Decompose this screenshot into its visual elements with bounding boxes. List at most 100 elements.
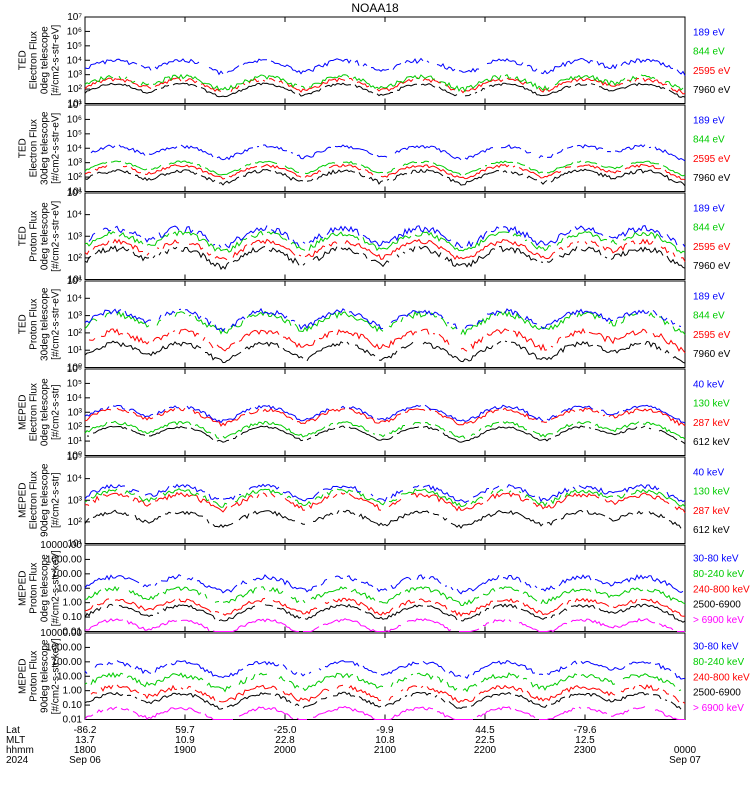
y-tick-label: 10⁵ <box>67 129 82 140</box>
series-line <box>85 692 685 709</box>
legend-entry: 844 eV <box>693 223 725 234</box>
y-tick-label: 10⁵ <box>67 452 82 463</box>
legend-entry: 7960 eV <box>693 349 731 360</box>
series-line <box>86 425 686 445</box>
y-tick-label: 10¹ <box>68 99 83 110</box>
legend-entry: 2500-6900 <box>693 688 741 699</box>
y-tick-label: 10² <box>68 172 83 183</box>
footer-cell: 10.8 <box>375 735 395 746</box>
legend-entry: 612 keV <box>693 525 730 536</box>
y-tick-label: 10¹ <box>68 187 83 198</box>
y-tick-label: 10000.00 <box>40 628 82 639</box>
series-line <box>84 238 686 262</box>
series-line <box>88 225 686 249</box>
y-axis-title-line: Electron Flux <box>29 383 40 441</box>
y-tick-label: 10000.00 <box>40 540 82 551</box>
footer-cell: 10.9 <box>175 735 195 746</box>
y-tick-label: 10⁵ <box>67 276 82 287</box>
series-line <box>84 73 684 93</box>
y-axis-title-line: 0deg telescope <box>40 26 51 94</box>
legend-entry: 844 eV <box>693 47 725 58</box>
y-tick-label: 10³ <box>68 407 83 418</box>
footer-cell: -25.0 <box>274 725 297 736</box>
y-axis-title-line: Electron Flux <box>29 119 40 177</box>
y-tick-label: 10⁵ <box>67 188 82 199</box>
legend-entry: 2595 eV <box>693 242 731 253</box>
footer-cell: 2100 <box>374 745 397 756</box>
y-tick-label: 10⁵ <box>67 378 82 389</box>
y-tick-label: 10⁷ <box>67 100 82 111</box>
y-tick-label: 10⁰ <box>67 363 82 374</box>
chart-title: NOAA18 <box>351 1 399 15</box>
footer-cell: -9.9 <box>376 725 394 736</box>
legend-entry: 287 keV <box>693 418 730 429</box>
y-tick-label: 10² <box>68 84 83 95</box>
y-axis-title-line: 0deg telescope <box>40 202 51 270</box>
y-tick-label: 10¹ <box>68 275 83 286</box>
y-tick-label: 10⁴ <box>67 474 82 485</box>
y-tick-label: 0.01 <box>63 627 83 638</box>
y-tick-label: 10² <box>68 422 83 433</box>
y-axis-title-line: [#/cm2-s-str-keV] <box>51 550 62 626</box>
footer-cell: 0000 <box>674 745 697 756</box>
footer-cell: 1900 <box>174 745 197 756</box>
footer-cell: 2200 <box>474 745 497 756</box>
legend-entry: 40 keV <box>693 468 724 479</box>
legend-entry: > 6900 keV <box>693 615 744 626</box>
panel-3: 10¹ 10² 10³ 10⁴ 10⁵ TEDProton Flux0deg telesc… <box>18 188 731 286</box>
panel-1: 10¹ 10² 10³ 10⁴ 10⁵ 10⁶ 10⁷ TEDElectron Flux0de… <box>18 12 731 110</box>
y-axis-title-line: Electron Flux <box>29 471 40 529</box>
legend-entry: 287 keV <box>693 506 730 517</box>
y-axis-title-line: MEPED <box>18 482 29 518</box>
y-tick-label: 10⁴ <box>67 293 82 304</box>
y-tick-label: 10⁶ <box>67 364 82 375</box>
panel-2: 10¹ 10² 10³ 10⁴ 10⁵ 10⁶ 10⁷ TEDElectron Flux30d… <box>18 100 731 198</box>
legend-entry: 130 keV <box>693 487 730 498</box>
series-line <box>84 82 686 98</box>
series-line <box>84 168 686 187</box>
y-axis-title-line: Proton Flux <box>29 563 40 614</box>
series-line <box>90 684 686 704</box>
series-line <box>85 510 685 529</box>
legend-entry: 7960 eV <box>693 173 731 184</box>
y-tick-label: 1000.00 <box>46 642 83 653</box>
series-line <box>85 309 685 332</box>
legend-entry: 2595 eV <box>693 330 731 341</box>
footer-cell: 22.5 <box>475 735 495 746</box>
y-tick-label: 100.00 <box>51 569 82 580</box>
legend-entry: 40 keV <box>693 380 724 391</box>
legend-entry: 2500-6900 <box>693 600 741 611</box>
legend-entry: > 6900 keV <box>693 703 744 714</box>
y-axis-title-line: MEPED <box>18 394 29 430</box>
series-line <box>84 488 686 508</box>
series-line <box>84 483 686 504</box>
y-tick-label: 1.00 <box>63 598 83 609</box>
y-axis-title-line: Electron Flux <box>29 31 40 89</box>
series-line <box>84 163 686 181</box>
legend-entry: 80-240 keV <box>693 569 744 580</box>
panel-8: 0.010.101.0010.00100.001000.0010000.00ME… <box>18 628 750 726</box>
footer-cell: 44.5 <box>475 725 495 736</box>
series-line <box>84 407 686 427</box>
y-tick-label: 1000.00 <box>46 554 83 565</box>
y-axis-title-line: [#/cm2-s-str-eV] <box>51 288 62 359</box>
legend-entry: 2595 eV <box>693 66 731 77</box>
panel-5: 10⁰ 10¹ 10² 10³ 10⁴ 10⁵ 10⁶ MEPEDElectron Flux0… <box>18 364 731 462</box>
legend-entry: 189 eV <box>693 116 725 127</box>
y-tick-label: 10⁴ <box>67 210 82 221</box>
legend-entry: 189 eV <box>693 28 725 39</box>
series-line <box>84 603 686 623</box>
series-line <box>90 144 686 162</box>
y-tick-label: 10³ <box>68 231 83 242</box>
y-tick-label: 10⁴ <box>67 55 82 66</box>
y-axis-title-line: [#/cm2-s-str-eV] <box>51 112 62 183</box>
legend-entry: 7960 eV <box>693 85 731 96</box>
y-axis-title-line: 90deg telescope <box>40 463 51 537</box>
legend-entry: 80-240 keV <box>693 657 744 668</box>
legend-entry: 844 eV <box>693 311 725 322</box>
panel-6: 10¹ 10² 10³ 10⁴ 10⁵ MEPEDElectron Flux90deg t… <box>18 452 731 550</box>
series-line <box>84 160 686 177</box>
y-tick-label: 10³ <box>68 311 83 322</box>
y-axis-title-line: [#/cm2-s-str] <box>51 472 62 528</box>
